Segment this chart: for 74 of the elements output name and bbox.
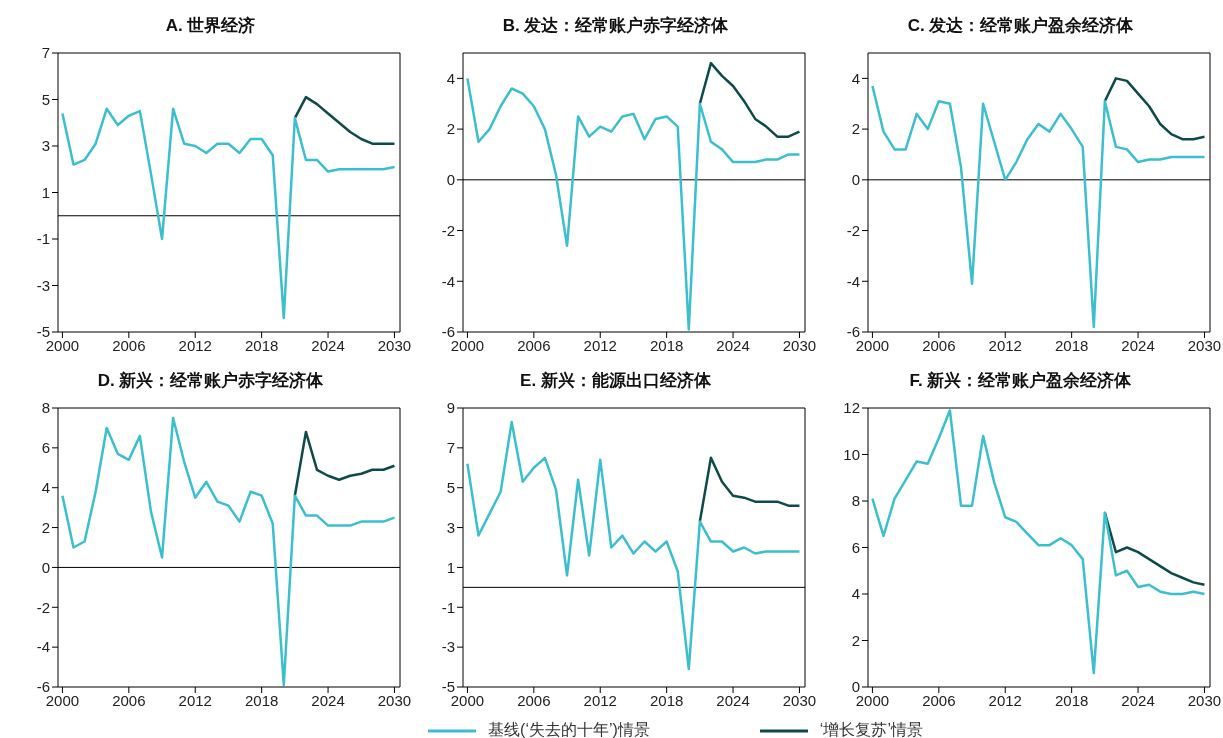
y-tick-label: 9	[446, 399, 455, 417]
chart-title: A. 世界经济	[164, 15, 257, 37]
x-tick-label: 2024	[716, 691, 750, 709]
y-tick-label: -4	[441, 272, 455, 290]
x-tick-label: 2018	[1054, 691, 1089, 709]
y-tick-label: 12	[843, 399, 860, 417]
y-tick-label: 5	[446, 479, 455, 497]
y-tick-label: 7	[41, 44, 50, 62]
y-tick-label: -4	[846, 272, 860, 290]
x-tick-label: 2030	[782, 691, 817, 709]
x-tick-label: 2024	[716, 336, 750, 354]
y-tick-label: 0	[851, 171, 860, 189]
y-tick-label: 0	[41, 558, 50, 576]
x-tick-label: 2024	[1121, 336, 1155, 354]
x-tick-label: 2006	[112, 336, 146, 354]
y-tick-label: 3	[41, 137, 50, 155]
x-tick-label: 2018	[1054, 336, 1089, 354]
y-tick-label: 0	[446, 171, 455, 189]
y-tick-label: 4	[41, 479, 50, 497]
y-tick-label: -2	[846, 221, 860, 239]
x-tick-label: 2006	[922, 336, 956, 354]
x-tick-label: 2024	[311, 336, 345, 354]
x-tick-label: 2018	[649, 336, 684, 354]
y-tick-label: -3	[441, 638, 455, 656]
y-tick-label: 1	[446, 558, 455, 576]
x-tick-label: 2030	[1187, 691, 1222, 709]
chart-title: F. 新兴：经常账户盈余经济体	[908, 370, 1133, 392]
y-tick-label: 2	[851, 120, 860, 138]
y-tick-label: -4	[36, 638, 50, 656]
x-tick-label: 2030	[1187, 336, 1222, 354]
x-tick-label: 2018	[649, 691, 684, 709]
y-tick-label: 2	[851, 631, 860, 649]
x-tick-label: 2012	[178, 691, 212, 709]
y-tick-label: -3	[36, 276, 50, 294]
y-tick-label: -2	[36, 598, 50, 616]
x-tick-label: 2006	[112, 691, 146, 709]
x-tick-label: 2012	[988, 691, 1022, 709]
chart-title: C. 发达：经常账户盈余经济体	[906, 15, 1135, 37]
y-tick-label: 4	[446, 69, 455, 87]
y-tick-label: 2	[446, 120, 455, 138]
legend-label: ‘增长复苏’情景	[819, 720, 923, 738]
x-tick-label: 2012	[178, 336, 212, 354]
chart-title: E. 新兴：能源出口经济体	[519, 370, 712, 392]
y-tick-label: 6	[851, 538, 860, 556]
y-tick-label: 1	[41, 183, 50, 201]
y-tick-label: 5	[41, 90, 50, 108]
y-tick-label: 7	[446, 439, 455, 457]
x-tick-label: 2006	[517, 336, 551, 354]
x-tick-label: 2006	[922, 691, 956, 709]
x-tick-label: 2030	[782, 336, 817, 354]
chart-title: B. 发达：经常账户赤字经济体	[501, 15, 730, 37]
y-tick-label: 6	[41, 439, 50, 457]
x-tick-label: 2006	[517, 691, 551, 709]
x-tick-label: 2030	[377, 336, 412, 354]
y-tick-label: 8	[41, 399, 50, 417]
x-tick-label: 2018	[244, 691, 279, 709]
x-tick-label: 2024	[1121, 691, 1155, 709]
y-tick-label: 4	[851, 69, 860, 87]
y-tick-label: -2	[441, 221, 455, 239]
x-tick-label: 2012	[583, 336, 617, 354]
y-tick-label: -1	[441, 598, 455, 616]
y-tick-label: 4	[851, 585, 860, 603]
y-tick-label: 2	[41, 518, 50, 536]
y-tick-label: 3	[446, 518, 455, 536]
x-tick-label: 2018	[244, 336, 279, 354]
chart-title: D. 新兴：经常账户赤字经济体	[96, 370, 325, 392]
y-tick-label: -1	[36, 230, 50, 248]
x-tick-label: 2012	[583, 691, 617, 709]
legend-label: 基线(‘失去的十年’)情景	[488, 720, 650, 738]
x-tick-label: 2012	[988, 336, 1022, 354]
y-tick-label: 10	[843, 445, 860, 463]
y-tick-label: 8	[851, 492, 860, 510]
x-tick-label: 2024	[311, 691, 345, 709]
x-tick-label: 2030	[377, 691, 412, 709]
